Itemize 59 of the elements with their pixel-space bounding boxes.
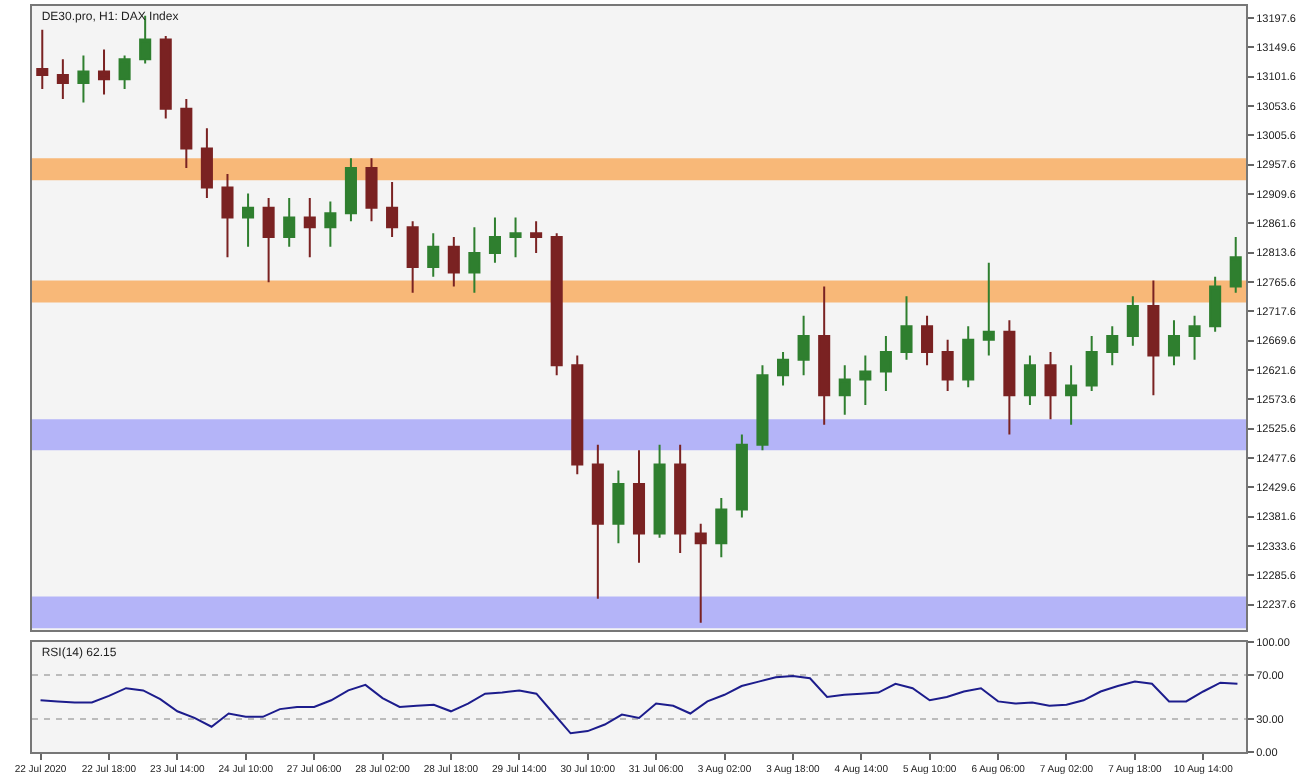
candlestick [1147,279,1160,397]
candlestick [262,196,275,284]
candlestick [200,127,213,199]
candlestick [777,350,790,387]
candlestick [242,192,255,248]
candlestick [1167,319,1181,367]
candlestick [1229,236,1242,294]
candlestick [879,335,892,393]
candlestick [550,232,563,377]
candlestick [1188,314,1201,361]
candlestick [344,157,357,223]
candlestick [36,28,49,91]
candlestick [941,338,954,393]
candlestick [1044,350,1057,421]
candlestick [591,443,604,600]
candlestick [1065,364,1078,426]
candlestick [1209,275,1222,333]
candlestick [1106,325,1119,367]
candlestick [1126,295,1139,347]
candlestick [735,433,748,519]
candlestick [571,354,584,476]
line-series [39,675,1239,735]
candlestick [283,196,296,248]
candlestick [900,295,913,361]
candlestick [921,314,934,367]
candlestick [1003,319,1016,436]
candlestick [427,232,440,278]
candlestick [386,181,399,239]
candlestick [653,443,666,539]
candlestick [221,173,234,259]
candlestick [962,325,975,389]
candlestick [530,220,543,254]
candlestick [838,364,851,416]
candlestick [715,496,728,559]
candlestick [406,220,419,294]
candlestick [1085,335,1098,393]
candlestick [1023,354,1036,407]
candlestick [632,449,646,564]
candlestick [982,261,995,357]
candlestick [97,48,111,96]
candlestick [447,236,460,288]
candlestick [180,97,193,169]
candlestick [674,443,687,554]
candlestick [797,314,810,377]
candlestick [694,522,707,624]
candlestick [118,54,131,91]
candlestick [612,469,625,545]
candlestick [303,196,316,259]
candlestick [159,34,172,120]
candlestick [756,364,769,452]
candlestick [859,354,872,407]
candlestick [818,285,831,426]
candlestick [468,226,481,294]
candlestick [509,216,522,259]
candlestick [56,58,69,100]
candlestick [324,200,337,248]
candlestick [365,157,378,223]
candlestick [77,54,90,104]
candlestick [488,216,501,264]
